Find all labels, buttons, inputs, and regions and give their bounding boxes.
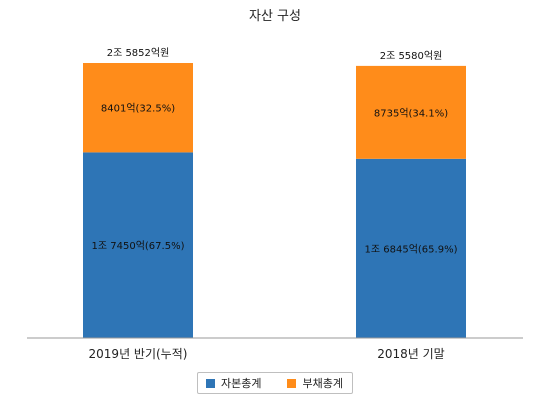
bars: 1조 7450억(67.5%) 8401억(32.5%) 2조 5852억원 1조 6… (83, 47, 466, 338)
bar-segment-liabilities-0 (83, 63, 193, 153)
chart-title: 자산 구성 (249, 9, 301, 24)
total-label-0: 2조 5852억원 (107, 47, 170, 59)
x-tick-label-1: 2018년 기말 (377, 347, 444, 361)
x-tick-label-0: 2019년 반기(누적) (89, 347, 188, 361)
legend-item-liabilities[interactable]: 부채총계 (287, 375, 343, 391)
bar-segment-equity-0 (83, 152, 193, 338)
legend-item-equity[interactable]: 자본총계 (206, 375, 261, 391)
legend-label-liabilities: 부채총계 (302, 377, 343, 390)
data-label-liabilities-0: 8401억(32.5%) (101, 103, 175, 115)
legend-swatch-liabilities (287, 378, 297, 388)
bar-segment-equity-1 (356, 158, 466, 338)
legend: 자본총계 부채총계 (197, 372, 353, 394)
legend-swatch-equity (206, 378, 215, 388)
x-axis-labels: 2019년 반기(누적) 2018년 기말 (89, 347, 445, 361)
legend-label-equity: 자본총계 (221, 377, 262, 390)
data-label-equity-0: 1조 7450억(67.5%) (92, 240, 185, 252)
data-label-liabilities-1: 8735억(34.1%) (374, 107, 448, 119)
total-label-1: 2조 5580억원 (380, 50, 443, 62)
data-label-equity-1: 1조 6845억(65.9%) (365, 243, 458, 255)
bar-segment-liabilities-1 (356, 65, 466, 159)
